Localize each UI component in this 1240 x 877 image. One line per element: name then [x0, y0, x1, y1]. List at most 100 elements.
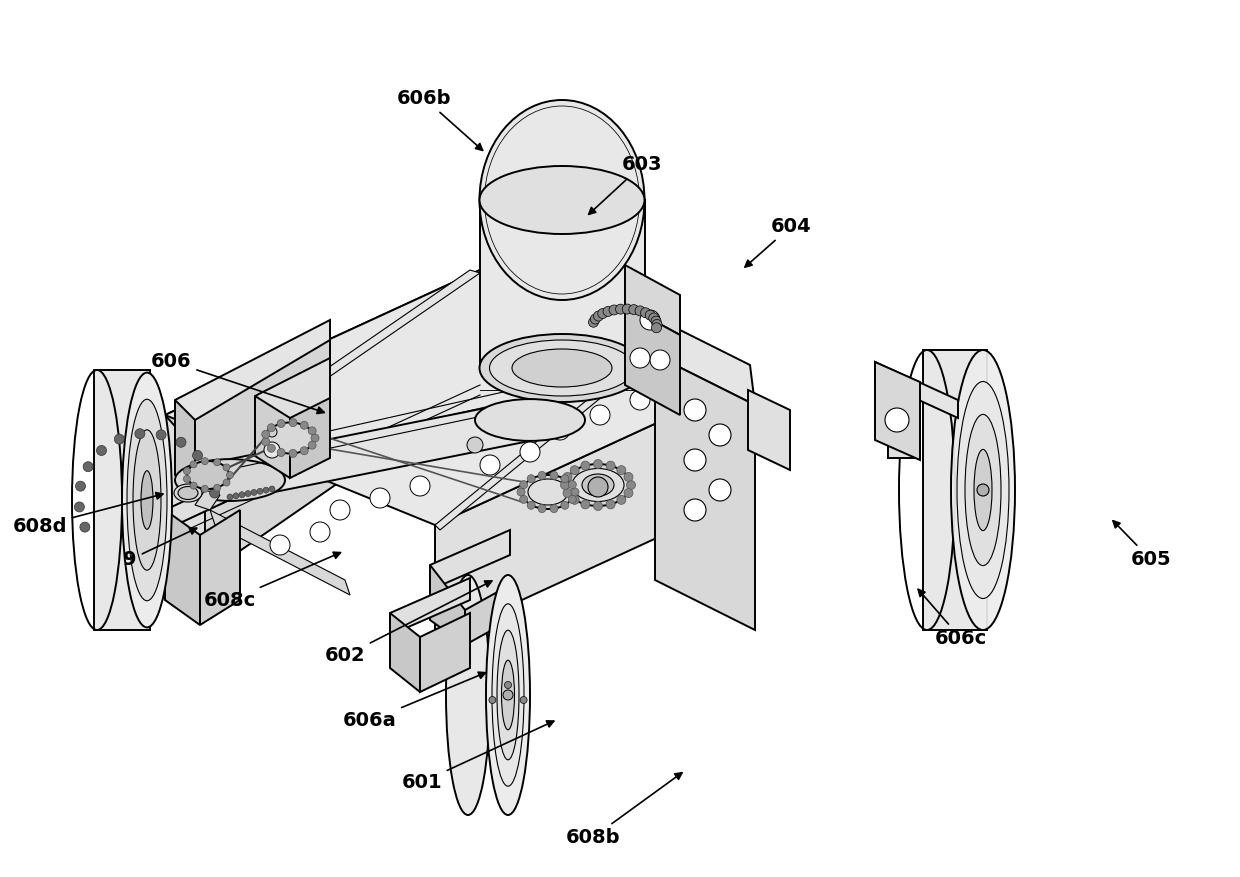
- Polygon shape: [391, 613, 420, 692]
- Ellipse shape: [512, 349, 613, 387]
- Ellipse shape: [497, 631, 520, 759]
- Ellipse shape: [615, 304, 625, 314]
- Ellipse shape: [630, 390, 650, 410]
- Ellipse shape: [624, 473, 632, 481]
- Ellipse shape: [603, 306, 613, 317]
- Ellipse shape: [520, 442, 539, 462]
- Ellipse shape: [213, 459, 221, 466]
- Ellipse shape: [606, 461, 615, 470]
- Polygon shape: [748, 390, 790, 470]
- Ellipse shape: [957, 381, 1009, 598]
- Ellipse shape: [370, 488, 391, 508]
- Ellipse shape: [126, 399, 167, 601]
- Polygon shape: [430, 530, 510, 590]
- Ellipse shape: [490, 340, 635, 396]
- Ellipse shape: [269, 486, 275, 492]
- Polygon shape: [391, 578, 470, 635]
- Text: 604: 604: [745, 217, 811, 267]
- Ellipse shape: [201, 458, 208, 465]
- Ellipse shape: [565, 464, 630, 506]
- Ellipse shape: [175, 459, 285, 501]
- Ellipse shape: [651, 316, 661, 326]
- Ellipse shape: [246, 490, 250, 496]
- Ellipse shape: [580, 461, 590, 470]
- Ellipse shape: [277, 448, 285, 457]
- Ellipse shape: [528, 479, 568, 505]
- Ellipse shape: [709, 479, 732, 501]
- Ellipse shape: [641, 308, 651, 317]
- Ellipse shape: [568, 481, 577, 488]
- Ellipse shape: [300, 446, 309, 455]
- Ellipse shape: [598, 309, 608, 318]
- Polygon shape: [888, 400, 920, 458]
- Ellipse shape: [951, 350, 1016, 630]
- Ellipse shape: [267, 427, 277, 437]
- Polygon shape: [435, 380, 750, 640]
- Ellipse shape: [190, 461, 197, 468]
- Ellipse shape: [977, 484, 990, 496]
- Ellipse shape: [79, 522, 89, 532]
- Ellipse shape: [522, 475, 574, 509]
- Ellipse shape: [560, 474, 569, 482]
- Text: 602: 602: [325, 581, 492, 666]
- Text: 606: 606: [151, 352, 324, 414]
- Ellipse shape: [624, 488, 632, 497]
- Ellipse shape: [563, 488, 572, 497]
- Ellipse shape: [684, 499, 706, 521]
- Ellipse shape: [616, 466, 626, 474]
- Polygon shape: [175, 320, 330, 435]
- Polygon shape: [165, 510, 200, 625]
- Ellipse shape: [606, 500, 615, 509]
- Polygon shape: [195, 490, 219, 510]
- Polygon shape: [255, 358, 330, 438]
- Polygon shape: [165, 270, 480, 575]
- Ellipse shape: [501, 660, 515, 730]
- Ellipse shape: [885, 408, 909, 432]
- Ellipse shape: [210, 488, 219, 498]
- Polygon shape: [625, 305, 680, 415]
- Ellipse shape: [184, 467, 191, 474]
- Ellipse shape: [635, 306, 645, 316]
- Ellipse shape: [83, 461, 93, 472]
- Polygon shape: [465, 585, 510, 645]
- Polygon shape: [430, 565, 465, 645]
- Text: 608c: 608c: [203, 553, 341, 610]
- Ellipse shape: [308, 427, 316, 435]
- Ellipse shape: [645, 310, 655, 320]
- Ellipse shape: [480, 166, 645, 234]
- Ellipse shape: [192, 451, 202, 460]
- Ellipse shape: [551, 504, 558, 512]
- Ellipse shape: [589, 317, 599, 327]
- Ellipse shape: [572, 468, 624, 502]
- Polygon shape: [200, 510, 241, 625]
- Text: 606c: 606c: [918, 589, 987, 648]
- Ellipse shape: [205, 468, 215, 478]
- Polygon shape: [210, 510, 350, 595]
- Polygon shape: [420, 613, 470, 692]
- Ellipse shape: [300, 421, 309, 429]
- Ellipse shape: [563, 473, 572, 481]
- Polygon shape: [255, 396, 290, 478]
- Polygon shape: [94, 370, 150, 630]
- Polygon shape: [165, 475, 241, 530]
- Polygon shape: [175, 400, 195, 495]
- Ellipse shape: [223, 479, 229, 486]
- Ellipse shape: [630, 348, 650, 368]
- Ellipse shape: [262, 431, 270, 438]
- Ellipse shape: [289, 449, 298, 458]
- Ellipse shape: [616, 496, 626, 504]
- Ellipse shape: [520, 696, 527, 703]
- Ellipse shape: [580, 500, 590, 509]
- Ellipse shape: [311, 434, 319, 442]
- Polygon shape: [290, 398, 330, 478]
- Ellipse shape: [410, 476, 430, 496]
- Ellipse shape: [480, 455, 500, 475]
- Polygon shape: [625, 265, 680, 335]
- Ellipse shape: [264, 442, 280, 458]
- Polygon shape: [655, 355, 755, 630]
- Ellipse shape: [270, 535, 290, 555]
- Ellipse shape: [570, 496, 579, 504]
- Ellipse shape: [503, 690, 513, 700]
- Ellipse shape: [650, 350, 670, 370]
- Polygon shape: [480, 200, 645, 370]
